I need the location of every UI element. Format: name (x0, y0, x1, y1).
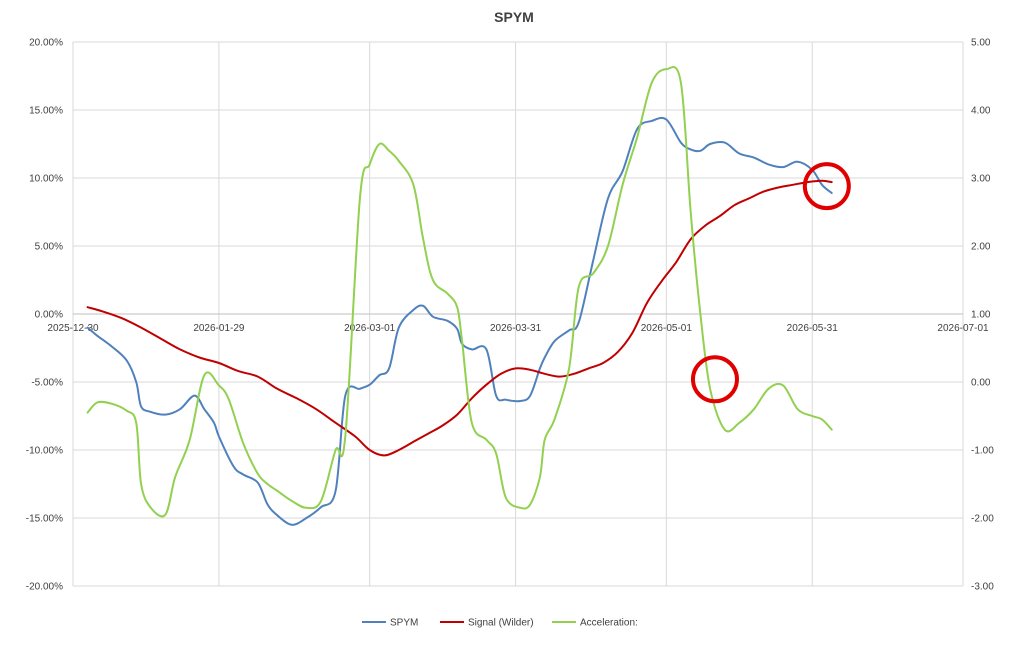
legend-label-acceleration: Acceleration: (580, 618, 638, 629)
y-right-tick-label: -3.00 (971, 582, 994, 593)
y-right-tick-label: 5.00 (971, 38, 991, 49)
y-right-tick-label: 0.00 (971, 378, 991, 389)
y-left-tick-label: 15.00% (29, 106, 63, 117)
y-left-tick-label: -15.00% (26, 514, 63, 525)
y-left-tick-label: -5.00% (31, 378, 63, 389)
y-right-tick-label: 4.00 (971, 106, 991, 117)
axes: 20.00% 5.00 15.00% 4.00 10.00% 3.00 5.00% 2.00 0… (26, 38, 994, 593)
y-left-tick-label: -10.00% (26, 446, 63, 457)
series-line-acceleration (86, 66, 833, 518)
y-right-tick-label: 1.00 (971, 310, 991, 321)
x-tick-label: 2026-05-31 (787, 323, 839, 334)
series-line-spym (86, 116, 833, 526)
series-lines (86, 66, 833, 526)
y-left-tick-label: 0.00% (35, 310, 63, 321)
y-left-tick-label: 10.00% (29, 174, 63, 185)
series-line-signal-wilder (86, 179, 833, 457)
chart-title: SPYM (494, 9, 534, 25)
y-left-tick-label: -20.00% (26, 582, 63, 593)
x-tick-label: 2026-05-01 (641, 323, 693, 334)
annotation-circle (802, 162, 851, 211)
legend-label-spym: SPYM (390, 618, 418, 629)
x-tick-label: 2026-03-31 (490, 323, 542, 334)
x-tick-label: 2026-07-01 (937, 323, 989, 334)
x-tick-label: 2025-12-30 (47, 323, 99, 334)
y-right-tick-label: -1.00 (971, 446, 994, 457)
annotations (690, 162, 851, 404)
y-left-tick-label: 20.00% (29, 38, 63, 49)
y-left-tick-label: 5.00% (35, 242, 63, 253)
annotation-circle (690, 355, 739, 404)
y-right-tick-label: 2.00 (971, 242, 991, 253)
legend-label-signal-wilder: Signal (Wilder) (468, 618, 534, 629)
y-right-tick-label: 3.00 (971, 174, 991, 185)
x-tick-label: 2026-01-29 (193, 323, 245, 334)
legend: SPYM Signal (Wilder) Acceleration: (362, 618, 638, 629)
x-tick-label: 2026-03-01 (344, 323, 396, 334)
y-right-tick-label: -2.00 (971, 514, 994, 525)
